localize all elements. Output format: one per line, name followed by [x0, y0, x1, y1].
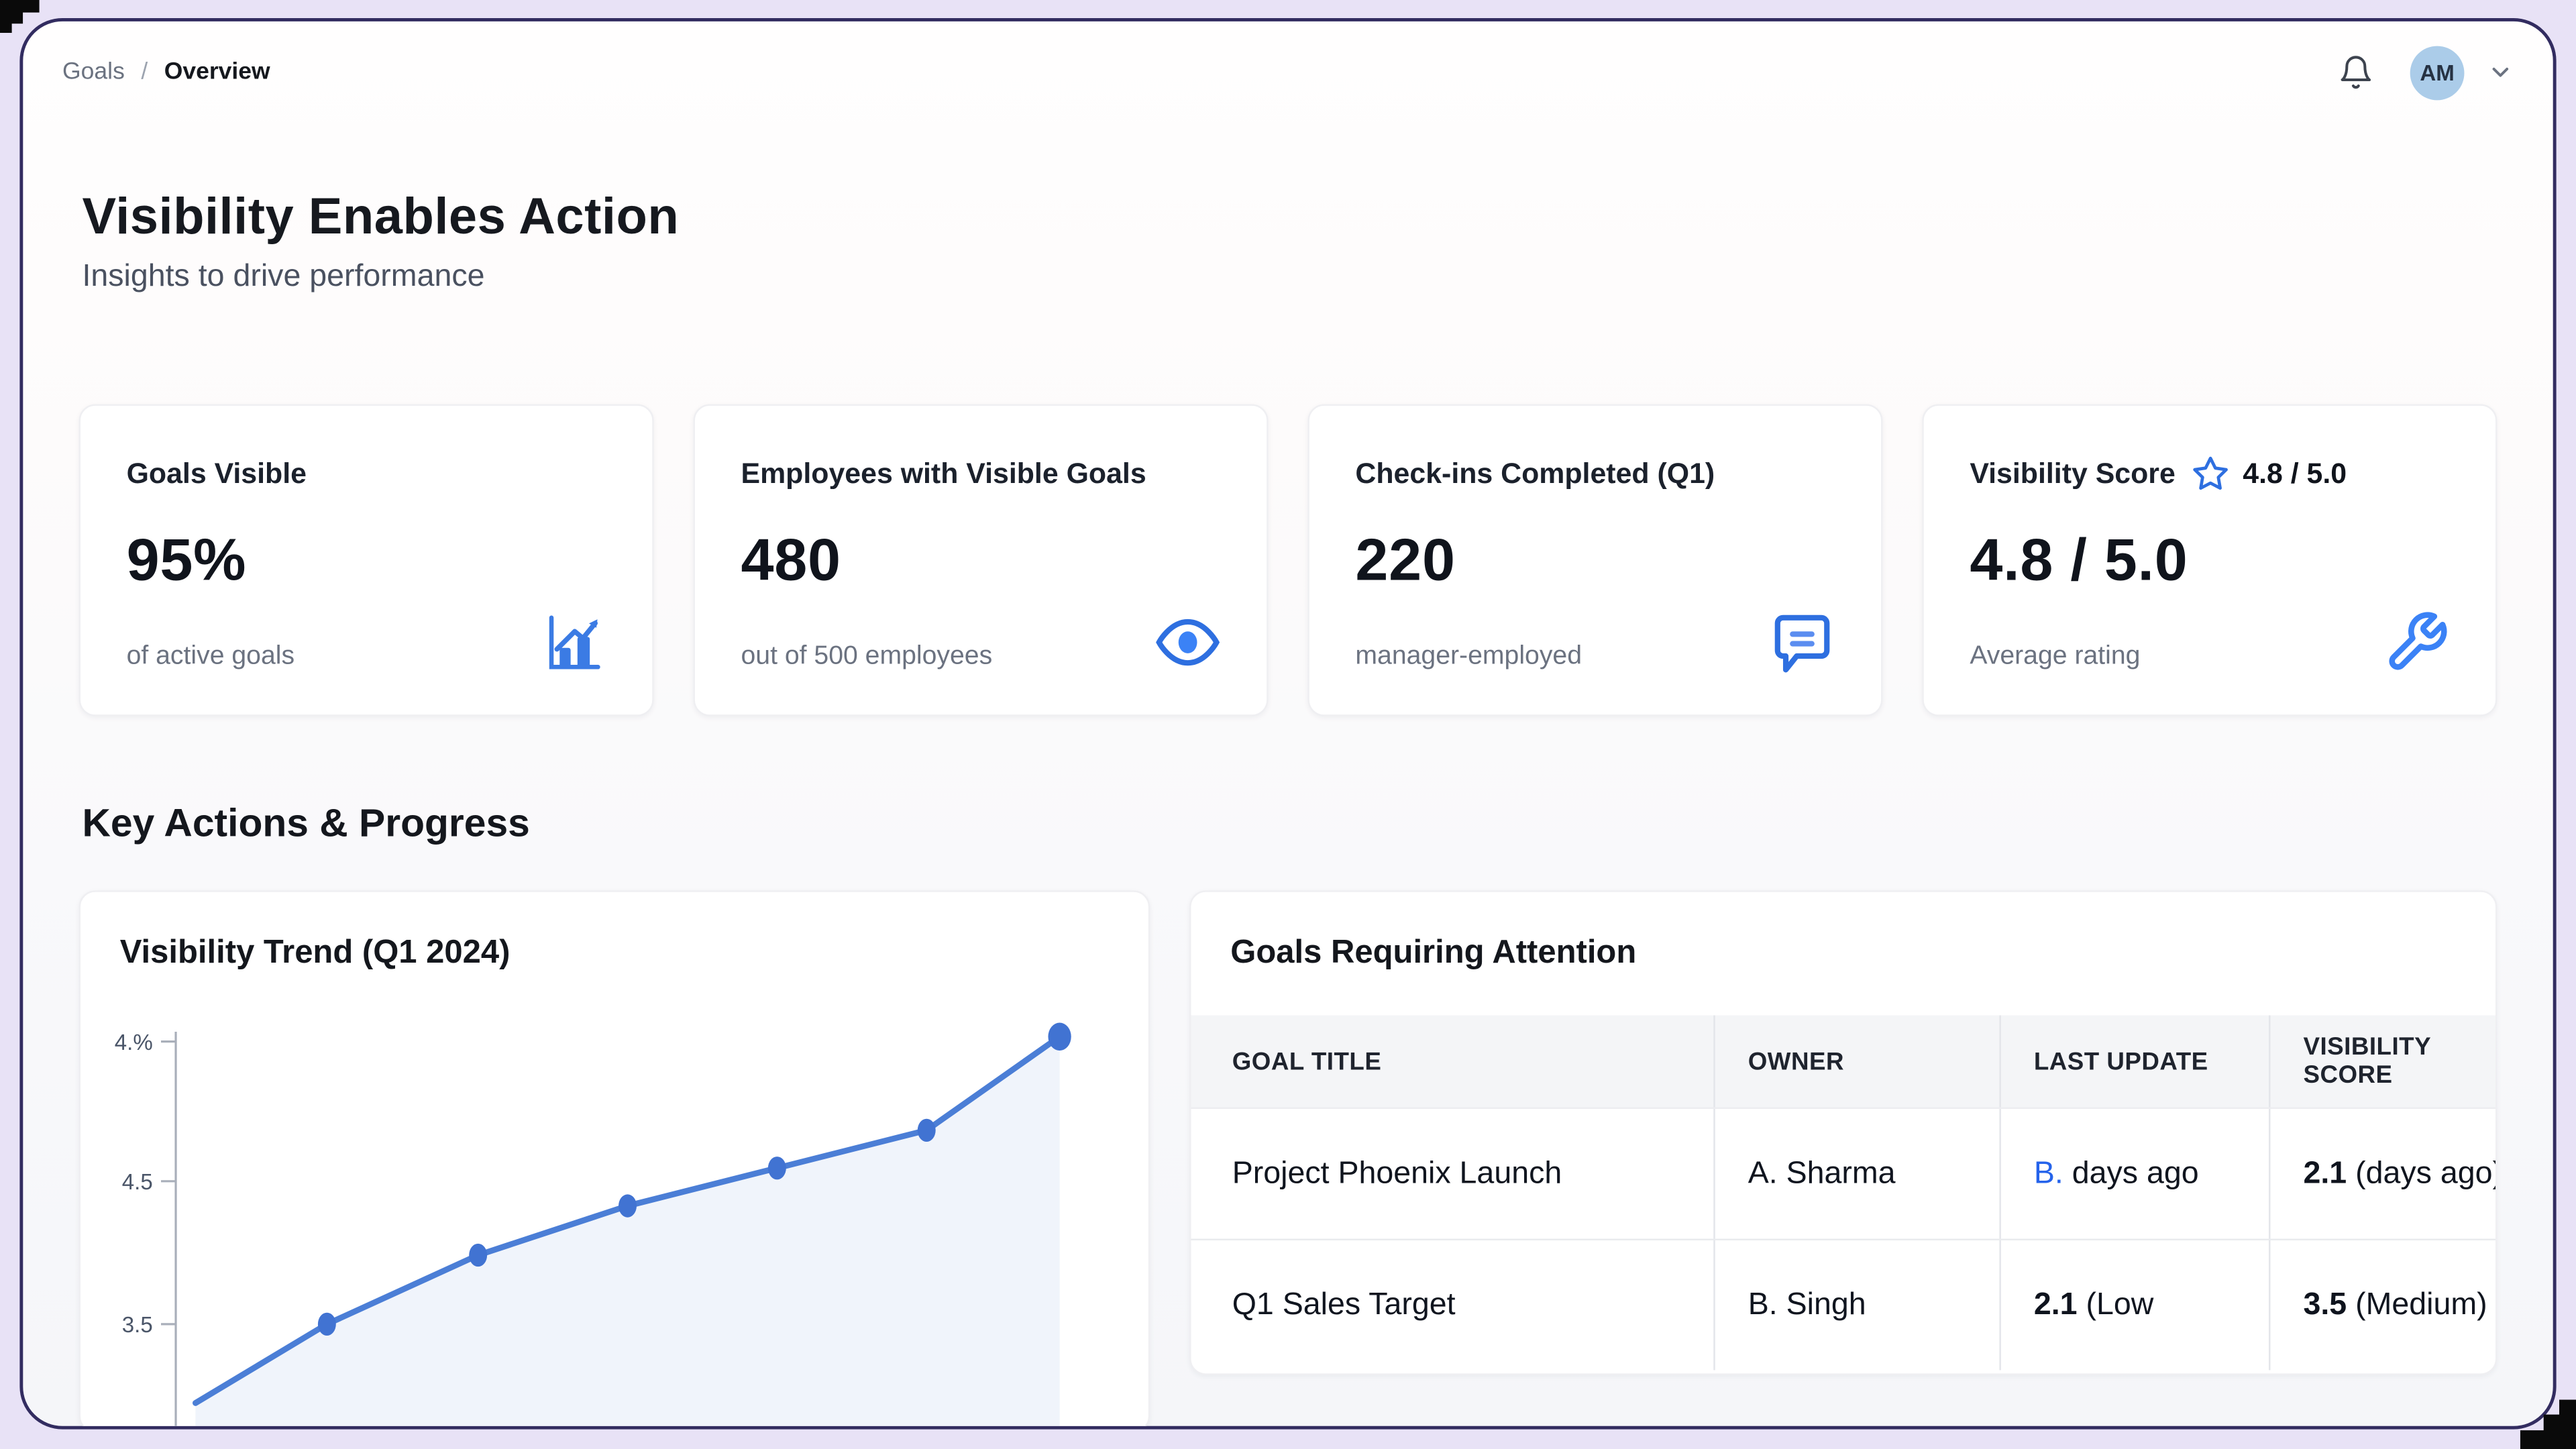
column-header-last-update: LAST UPDATE [1999, 1015, 2269, 1108]
avatar[interactable]: AM [2410, 45, 2465, 100]
breadcrumb-separator: / [141, 59, 148, 86]
kpi-title: Check-ins Completed (Q1) [1355, 457, 1715, 490]
goals-attention-card: Goals Requiring Attention GOAL TITLE OWNE… [1189, 890, 2498, 1376]
kpi-card-visibility-score: Visibility Score 4.8 / 5.0 4.8 / 5.0 Ave… [1922, 404, 2498, 717]
kpi-title-badge [1163, 455, 1214, 493]
section-heading: Key Actions & Progress [82, 802, 530, 847]
top-bar-actions: AM [2338, 45, 2514, 100]
kpi-title: Goals Visible [126, 457, 307, 490]
kpi-card-row: Goals Visible 95% of active goals Employ… [78, 404, 2498, 717]
breadcrumb: Goals / Overview [62, 59, 270, 85]
kpi-value: 95% [126, 526, 247, 594]
table-row[interactable]: Q1 Sales Target B. Singh 2.1 (Low 3.5 (Medi… [1191, 1238, 2496, 1371]
table-row[interactable]: Project Phoenix Launch A. Sharma B. days a… [1191, 1109, 2496, 1239]
breadcrumb-current-page: Overview [164, 59, 270, 86]
star-icon [2192, 455, 2229, 493]
kpi-card-goals-visible: Goals Visible 95% of active goals [78, 404, 654, 717]
column-header-owner: OWNER [1713, 1015, 1999, 1108]
kpi-value: 220 [1355, 526, 1456, 594]
chat-icon [1770, 610, 1835, 676]
kpi-subtitle: out of 500 employees [741, 643, 993, 671]
table-cell: B. Singh [1713, 1240, 1999, 1371]
key-actions-row: Visibility Trend (Q1 2024) 4.% 4.5 3.5 Goa… [78, 890, 2498, 1426]
screen-corner-artifact-top-left [0, 0, 40, 33]
trend-line-chart: 4.% 4.5 3.5 [115, 1022, 1071, 1426]
top-bar: Goals / Overview AM [23, 21, 2553, 123]
svg-text:3.5: 3.5 [122, 1313, 153, 1338]
kpi-title-badge [1731, 455, 1782, 493]
column-header-goal-title: GOAL TITLE [1232, 1047, 1382, 1076]
kpi-title: Visibility Score [1970, 457, 2176, 490]
page-title: Visibility Enables Action [82, 187, 680, 245]
page-subtitle: Insights to drive performance [82, 260, 485, 294]
kpi-title-badge-value: 4.8 / 5.0 [2243, 457, 2347, 490]
visibility-trend-card: Visibility Trend (Q1 2024) 4.% 4.5 3.5 [78, 890, 1150, 1426]
main-content: Visibility Enables Action Insights to dr… [23, 186, 2553, 1426]
table-cell: Project Phoenix Launch [1232, 1156, 1562, 1191]
column-header-visibility-score: VISIBILITY SCORE [2269, 1015, 2496, 1108]
app-window: Goals / Overview AM [19, 17, 2557, 1430]
attention-table-title: Goals Requiring Attention [1230, 934, 1637, 971]
wrench-icon [2383, 610, 2449, 676]
kpi-card-checkins-completed: Check-ins Completed (Q1) 220 manager-emp… [1307, 404, 1883, 717]
kpi-title: Employees with Visible Goals [741, 457, 1146, 490]
table-cell: A. Sharma [1713, 1109, 1999, 1239]
table-cell: Q1 Sales Target [1232, 1287, 1456, 1322]
avatar-initials: AM [2420, 60, 2455, 85]
kpi-value: 480 [741, 526, 841, 594]
kpi-value: 4.8 / 5.0 [1970, 526, 2188, 594]
breadcrumb-goals-link[interactable]: Goals [62, 59, 125, 86]
svg-text:4.5: 4.5 [122, 1171, 153, 1195]
trend-chart-icon [541, 610, 606, 676]
table-cell: 2.1 (Low [1999, 1240, 2269, 1371]
svg-text:4.%: 4.% [115, 1030, 153, 1055]
star-icon [1731, 455, 1769, 493]
chevron-down-icon[interactable] [2487, 59, 2514, 85]
trend-chart-title: Visibility Trend (Q1 2024) [119, 934, 511, 971]
table-cell: B. days ago [1999, 1109, 2269, 1239]
table-cell: 2.1 (days ago) [2269, 1109, 2496, 1239]
kpi-subtitle: Average rating [1970, 643, 2141, 671]
kpi-subtitle: of active goals [126, 643, 295, 671]
table-cell: 3.5 (Medium) [2269, 1240, 2496, 1371]
kpi-title-badge: 4.8 / 5.0 [2192, 455, 2347, 493]
eye-icon [1155, 610, 1221, 676]
kpi-card-employees-with-visible-goals: Employees with Visible Goals 480 out of … [693, 404, 1269, 717]
kpi-subtitle: manager-employed [1355, 643, 1582, 671]
attention-table-body: Project Phoenix Launch A. Sharma B. days a… [1191, 1109, 2496, 1371]
attention-table-header: GOAL TITLE OWNER LAST UPDATE VISIBILITY SCO… [1191, 1015, 2496, 1110]
star-icon [323, 455, 360, 493]
star-icon [1163, 455, 1200, 493]
notification-bell-icon[interactable] [2338, 54, 2374, 91]
kpi-title-badge [323, 455, 374, 493]
attention-table: GOAL TITLE OWNER LAST UPDATE VISIBILITY SCO… [1191, 1015, 2496, 1371]
